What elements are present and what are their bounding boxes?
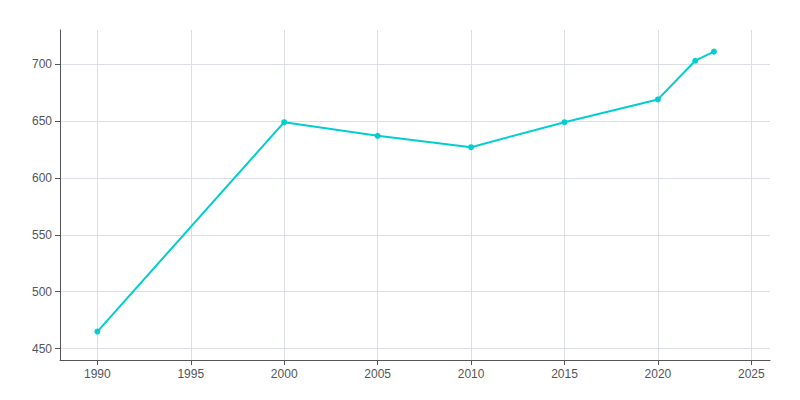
svg-text:2015: 2015 (551, 367, 578, 381)
svg-text:500: 500 (32, 285, 52, 299)
svg-text:1990: 1990 (84, 367, 111, 381)
svg-text:600: 600 (32, 171, 52, 185)
svg-text:2020: 2020 (645, 367, 672, 381)
svg-text:450: 450 (32, 342, 52, 356)
svg-text:1995: 1995 (177, 367, 204, 381)
svg-text:650: 650 (32, 114, 52, 128)
svg-text:700: 700 (32, 57, 52, 71)
svg-text:2025: 2025 (738, 367, 765, 381)
svg-text:2005: 2005 (364, 367, 391, 381)
svg-text:550: 550 (32, 228, 52, 242)
svg-text:2010: 2010 (458, 367, 485, 381)
svg-text:2000: 2000 (271, 367, 298, 381)
